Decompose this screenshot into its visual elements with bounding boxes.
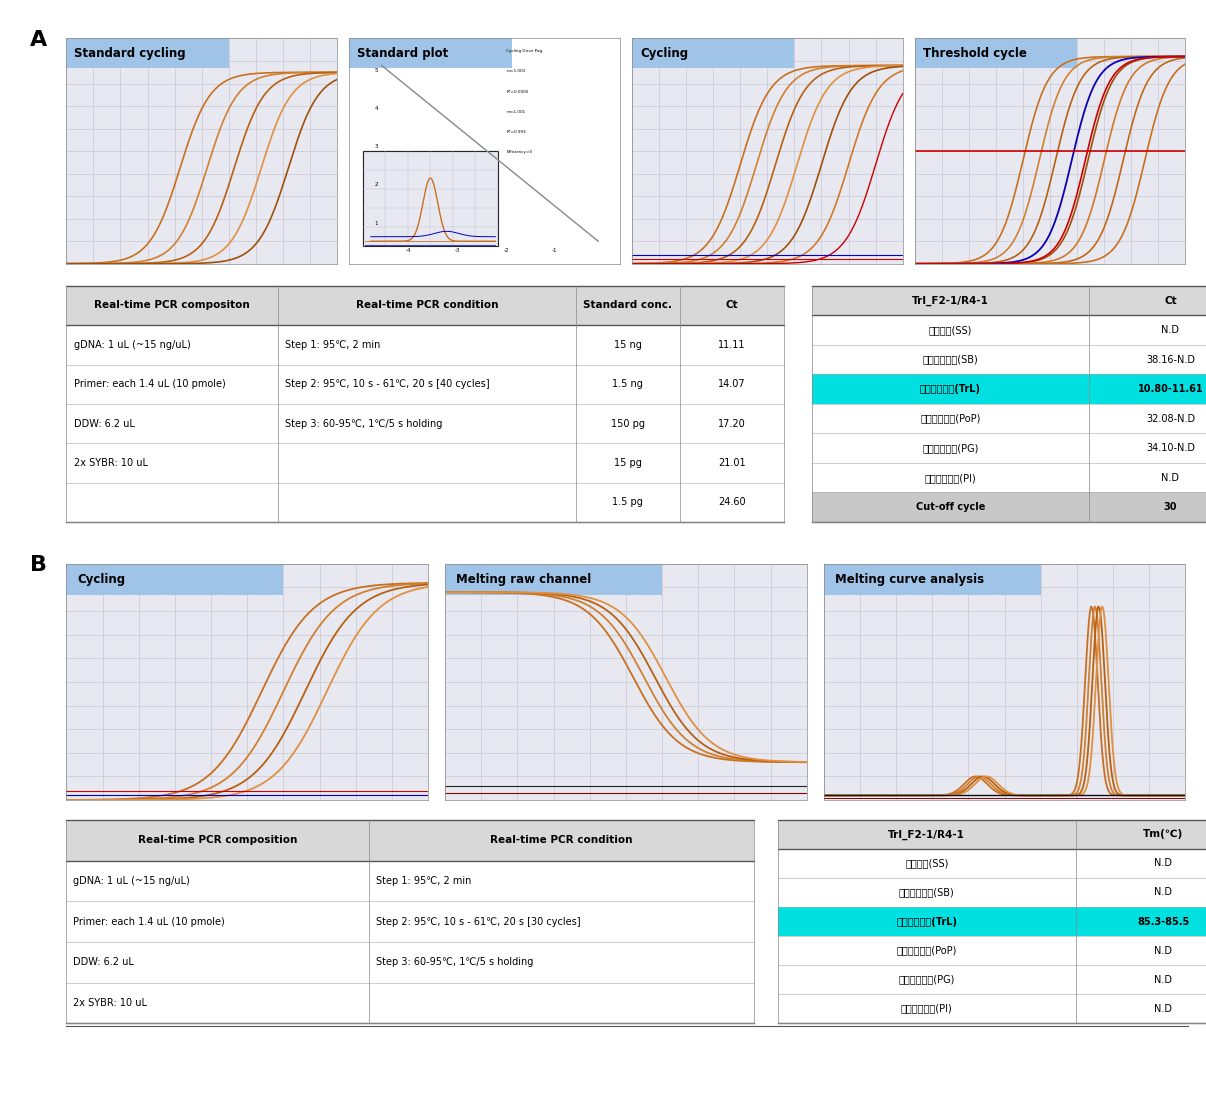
Text: -2: -2	[503, 247, 509, 253]
FancyBboxPatch shape	[350, 38, 511, 68]
Text: 3: 3	[374, 144, 377, 149]
Text: 15 pg: 15 pg	[614, 458, 642, 468]
Text: 11.11: 11.11	[718, 340, 745, 349]
Text: 1.5 ng: 1.5 ng	[613, 379, 643, 389]
Text: Step 1: 95℃, 2 min: Step 1: 95℃, 2 min	[376, 876, 472, 886]
Text: Cycling: Cycling	[640, 46, 689, 59]
Text: Tm(℃): Tm(℃)	[1143, 830, 1183, 840]
Text: 14.07: 14.07	[718, 379, 745, 389]
Text: -3: -3	[455, 247, 461, 253]
Text: N.D: N.D	[1154, 945, 1172, 955]
Text: 30: 30	[1164, 502, 1177, 512]
Bar	[66, 286, 784, 325]
Text: 2x SYBR: 10 uL: 2x SYBR: 10 uL	[74, 998, 147, 1008]
Bar	[778, 820, 1206, 848]
Text: DDW: 6.2 uL: DDW: 6.2 uL	[74, 419, 134, 429]
Text: 85.3-85.5: 85.3-85.5	[1137, 917, 1189, 926]
Text: Real-time PCR condition: Real-time PCR condition	[490, 835, 632, 845]
Text: 목질진흘버섯(TrL): 목질진흘버섯(TrL)	[896, 917, 958, 926]
Text: B: B	[30, 555, 47, 575]
Text: Ct: Ct	[726, 300, 738, 310]
Text: 목질진흘버섯(TrL): 목질진흘버섯(TrL)	[920, 385, 980, 395]
Text: 장수진흘버섯(SB): 장수진흘버섯(SB)	[898, 888, 955, 898]
Text: m=1.001: m=1.001	[507, 110, 526, 114]
Text: 150 pg: 150 pg	[610, 419, 645, 429]
Text: 2x SYBR: 10 uL: 2x SYBR: 10 uL	[74, 458, 147, 468]
Text: N.D: N.D	[1154, 975, 1172, 985]
Text: m=1.003: m=1.003	[507, 69, 526, 74]
Text: Primer: each 1.4 uL (10 pmole): Primer: each 1.4 uL (10 pmole)	[74, 379, 226, 389]
Bar	[812, 375, 1206, 403]
Text: 34.10-N.D: 34.10-N.D	[1146, 443, 1195, 453]
Text: Standard plot: Standard plot	[357, 46, 449, 59]
Text: 상활버섯(SS): 상활버섯(SS)	[929, 325, 972, 335]
Text: Primer: each 1.4 uL (10 pmole): Primer: each 1.4 uL (10 pmole)	[74, 917, 226, 926]
Text: Melting curve analysis: Melting curve analysis	[835, 573, 984, 586]
Text: Cut-off cycle: Cut-off cycle	[915, 502, 985, 512]
Text: 5: 5	[374, 67, 377, 73]
Text: 말통진흘버섯(PI): 말통진흘버섯(PI)	[901, 1003, 953, 1013]
Text: Ct: Ct	[1164, 296, 1177, 306]
Text: -4: -4	[406, 247, 411, 253]
Text: 38.16-N.D: 38.16-N.D	[1146, 355, 1195, 365]
Text: 상활버섯(SS): 상활버섯(SS)	[904, 858, 948, 868]
Text: N.D: N.D	[1154, 858, 1172, 868]
Text: 10.80-11.61: 10.80-11.61	[1137, 385, 1204, 395]
FancyBboxPatch shape	[824, 564, 1041, 595]
Text: 마른진흘버섯(PG): 마른진흘버섯(PG)	[923, 443, 978, 453]
Text: TrI_F2-1/R4-1: TrI_F2-1/R4-1	[912, 296, 989, 306]
FancyBboxPatch shape	[445, 564, 662, 595]
Text: 2: 2	[374, 182, 377, 188]
Text: 1.5 pg: 1.5 pg	[613, 498, 643, 508]
Bar	[812, 492, 1206, 522]
Text: 마른진흘버섯(PG): 마른진흘버섯(PG)	[898, 975, 955, 985]
Text: DDW: 6.2 uL: DDW: 6.2 uL	[74, 957, 134, 967]
Text: Step 2: 95℃, 10 s - 61℃, 20 s [40 cycles]: Step 2: 95℃, 10 s - 61℃, 20 s [40 cycles…	[285, 379, 490, 389]
Text: TrI_F2-1/R4-1: TrI_F2-1/R4-1	[889, 830, 965, 840]
Text: Real-time PCR condition: Real-time PCR condition	[356, 300, 498, 310]
Text: R²=0.0005: R²=0.0005	[507, 89, 528, 93]
Text: 1: 1	[374, 221, 377, 225]
Text: gDNA: 1 uL (~15 ng/uL): gDNA: 1 uL (~15 ng/uL)	[74, 876, 191, 886]
Text: Real-time PCR composition: Real-time PCR composition	[137, 835, 297, 845]
Text: Cycling: Cycling	[77, 573, 125, 586]
Text: Standard cycling: Standard cycling	[75, 46, 186, 59]
Text: A: A	[30, 30, 47, 49]
Text: 낙엽송충버섯(PoP): 낙엽송충버섯(PoP)	[896, 945, 958, 955]
Text: Threshold cycle: Threshold cycle	[923, 46, 1026, 59]
Text: 32.08-N.D: 32.08-N.D	[1146, 413, 1195, 423]
Text: N.D: N.D	[1161, 473, 1179, 482]
Text: gDNA: 1 uL (~15 ng/uL): gDNA: 1 uL (~15 ng/uL)	[74, 340, 191, 349]
FancyBboxPatch shape	[632, 38, 795, 68]
Text: N.D: N.D	[1161, 325, 1179, 335]
Text: R²=0.993: R²=0.993	[507, 130, 526, 134]
Text: 17.20: 17.20	[718, 419, 745, 429]
FancyBboxPatch shape	[66, 38, 229, 68]
Text: N.D: N.D	[1154, 1003, 1172, 1013]
Text: N.D: N.D	[1154, 888, 1172, 898]
Text: 15 ng: 15 ng	[614, 340, 642, 349]
Text: -1: -1	[552, 247, 557, 253]
Text: Melting raw channel: Melting raw channel	[456, 573, 591, 586]
Bar	[778, 907, 1206, 936]
Text: 24.60: 24.60	[718, 498, 745, 508]
Text: Step 2: 95℃, 10 s - 61℃, 20 s [30 cycles]: Step 2: 95℃, 10 s - 61℃, 20 s [30 cycles…	[376, 917, 580, 926]
FancyBboxPatch shape	[66, 564, 283, 595]
Text: Cycling Drive Pag: Cycling Drive Pag	[507, 49, 543, 53]
Text: 낙엽송충버섯(PoP): 낙엽송충버섯(PoP)	[920, 413, 980, 423]
Text: Step 3: 60-95℃, 1℃/5 s holding: Step 3: 60-95℃, 1℃/5 s holding	[376, 957, 533, 967]
Text: Standard conc.: Standard conc.	[584, 300, 672, 310]
Text: Real-time PCR compositon: Real-time PCR compositon	[94, 300, 250, 310]
Text: 말통진흘버섯(PI): 말통진흘버섯(PI)	[925, 473, 976, 482]
Text: 4: 4	[374, 106, 377, 111]
Text: 21.01: 21.01	[718, 458, 745, 468]
Bar	[812, 286, 1206, 315]
Text: Step 3: 60-95℃, 1℃/5 s holding: Step 3: 60-95℃, 1℃/5 s holding	[285, 419, 443, 429]
FancyBboxPatch shape	[915, 38, 1077, 68]
Text: Step 1: 95℃, 2 min: Step 1: 95℃, 2 min	[285, 340, 381, 349]
Text: 장수진흘버섯(SB): 장수진흘버섯(SB)	[923, 355, 978, 365]
Bar	[363, 152, 498, 246]
Text: Efficiency=0: Efficiency=0	[507, 151, 532, 154]
Bar	[66, 820, 754, 861]
